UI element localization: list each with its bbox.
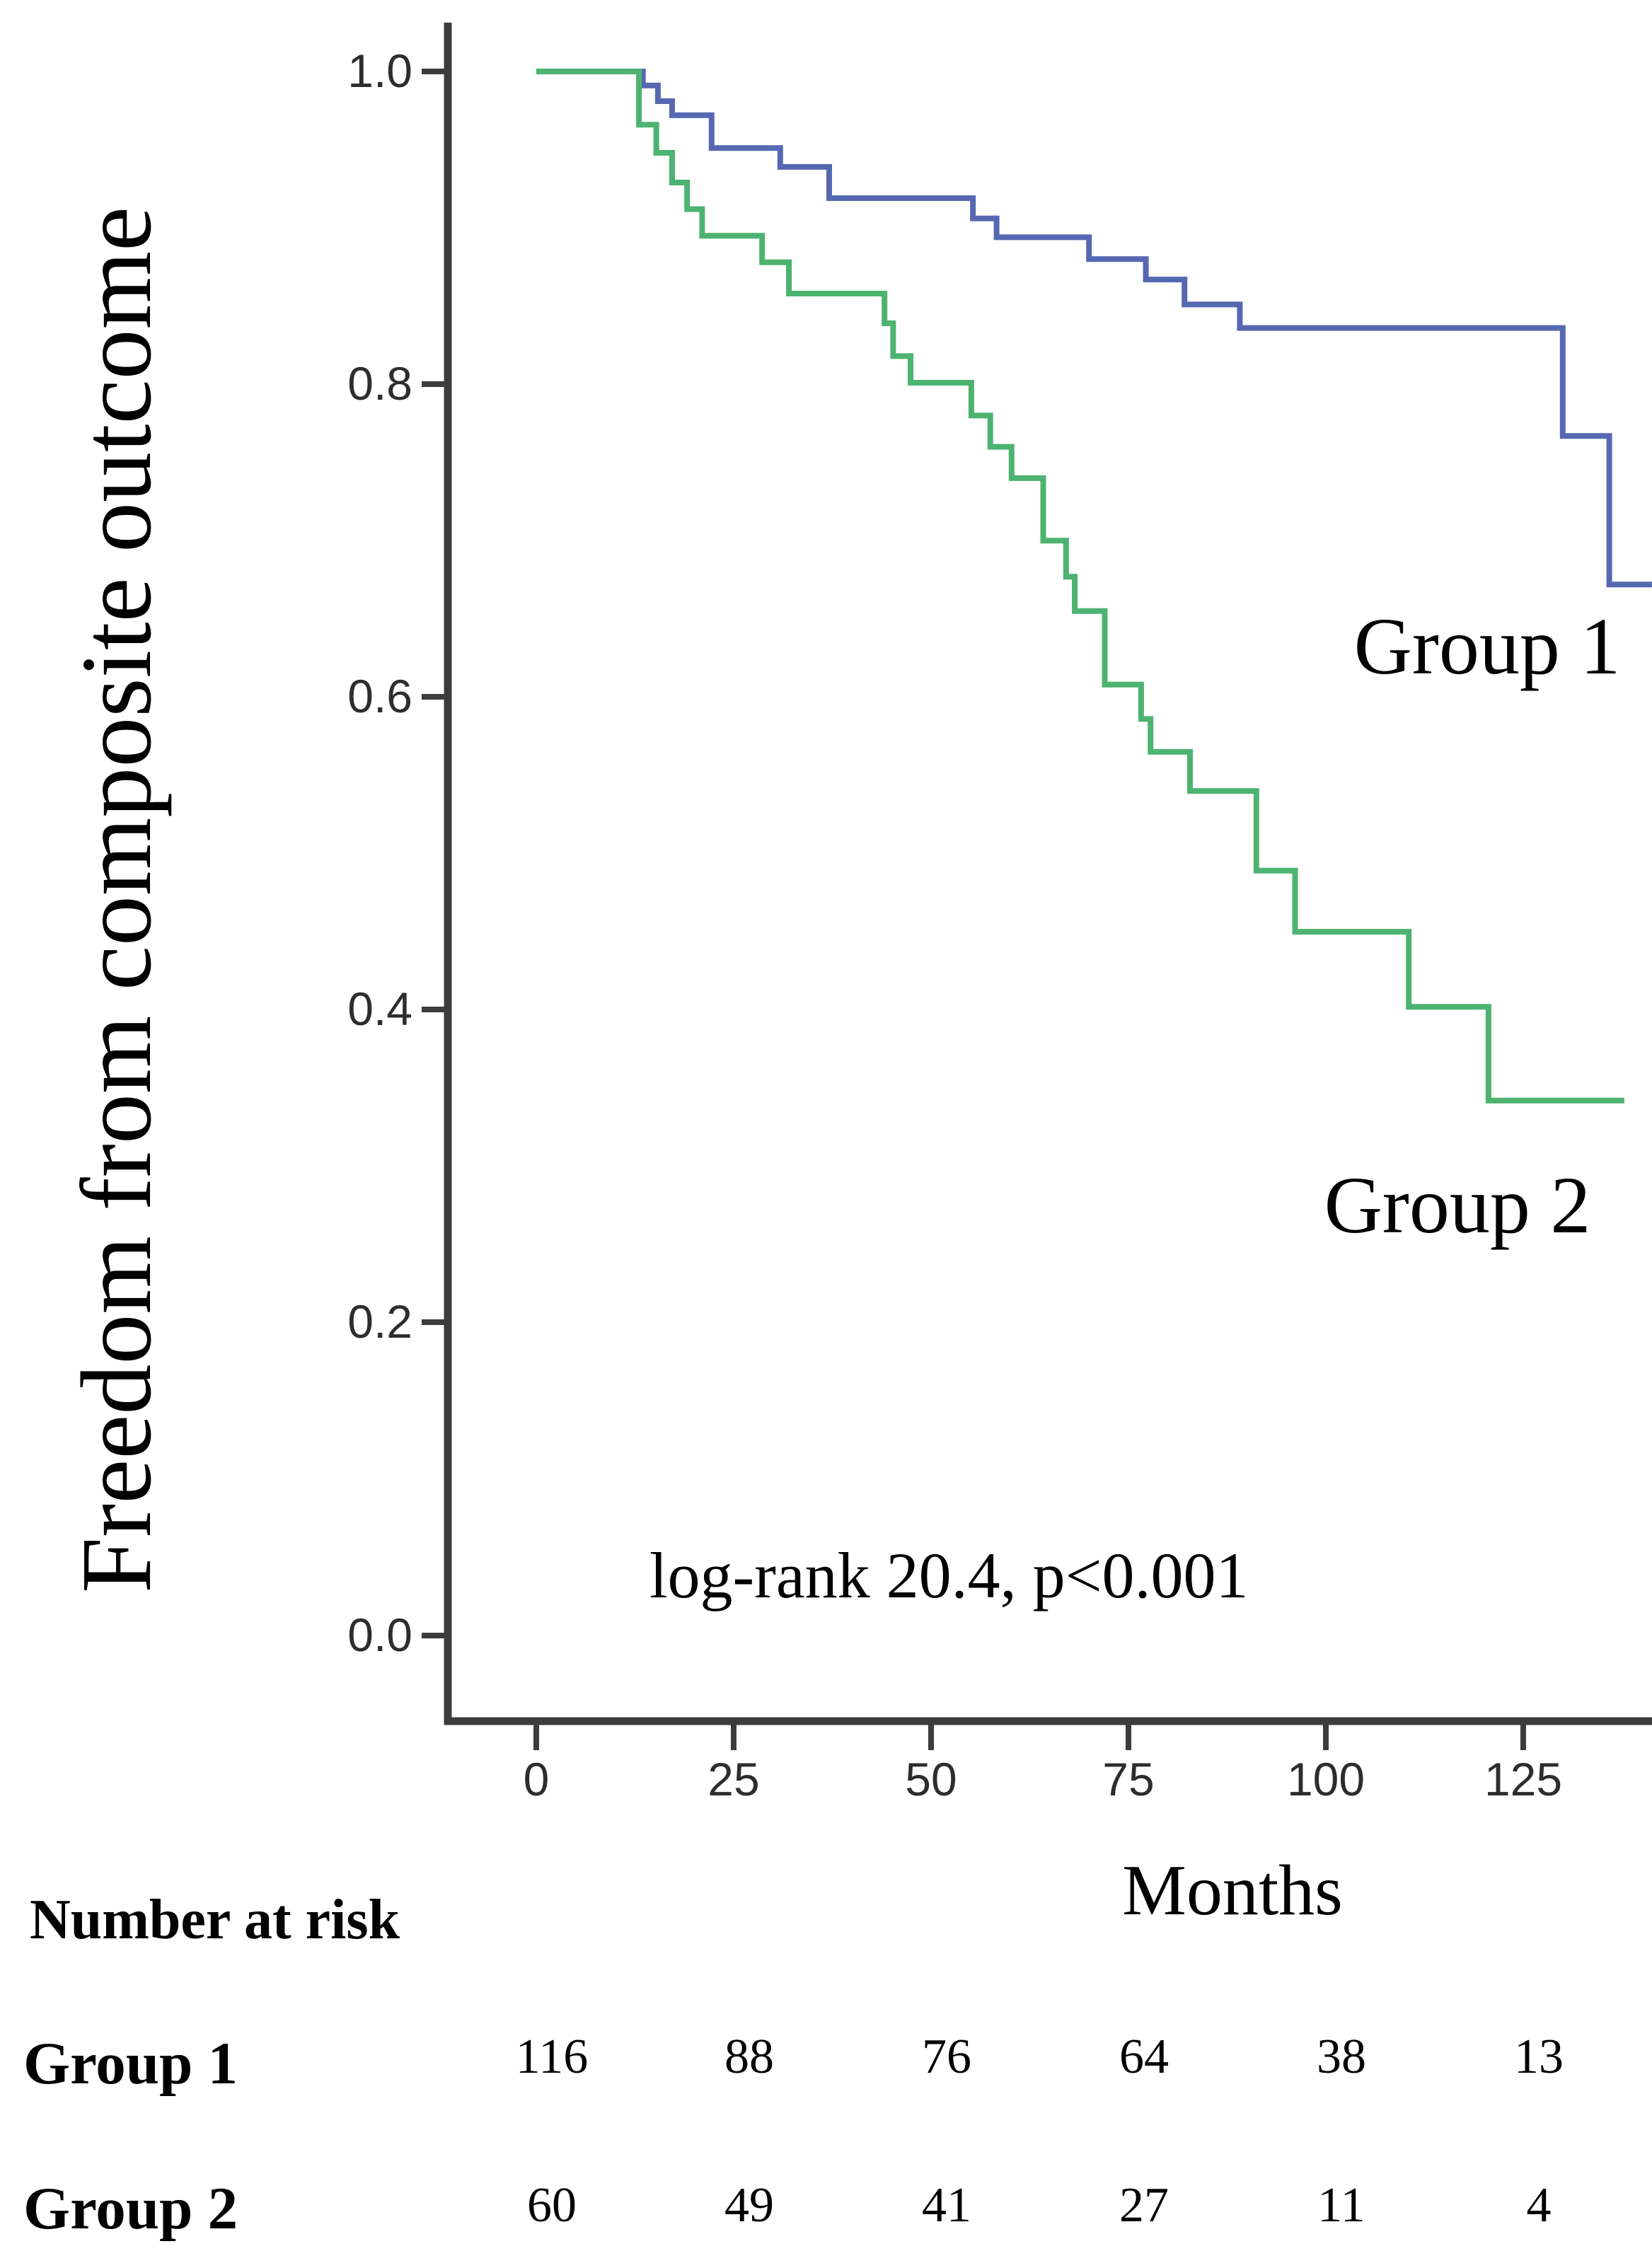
y-tick-label-0.8: 0.8 (347, 357, 412, 410)
group2-curve (536, 69, 1624, 1104)
y-tick-label-0.4: 0.4 (347, 983, 412, 1035)
x-tick-label-100: 100 (1287, 1753, 1365, 1805)
risk-g2-t100: 11 (1317, 2178, 1365, 2233)
risk-g2-t125: 4 (1527, 2178, 1552, 2233)
x-tick-label-0: 0 (524, 1753, 550, 1805)
x-axis-title: Months (1122, 1851, 1343, 1931)
group1-curve (536, 69, 1652, 588)
risk-row-label-group1: Group 1 (23, 2030, 238, 2097)
risk-g2-t75: 27 (1119, 2178, 1169, 2233)
x-tick-label-125: 125 (1484, 1753, 1562, 1805)
y-axis-title: Freedom from composite outcome (60, 207, 172, 1593)
y-tick-label-1.0: 1.0 (347, 45, 412, 97)
log-rank-annotation: log-rank 20.4, p<0.001 (649, 1539, 1249, 1611)
risk-g1-t50: 76 (922, 2030, 971, 2084)
x-tick-label-75: 75 (1102, 1753, 1154, 1805)
risk-g2-t0: 60 (527, 2178, 577, 2233)
group1-curve-label: Group 1 (1354, 601, 1621, 691)
x-tick-label-50: 50 (905, 1753, 957, 1805)
risk-g2-t25: 49 (724, 2178, 774, 2233)
y-tick-label-0.6: 0.6 (347, 670, 412, 722)
risk-g1-t125: 13 (1514, 2030, 1564, 2084)
risk-g2-t50: 41 (922, 2178, 971, 2233)
group2-curve-label: Group 2 (1324, 1160, 1591, 1250)
risk-g1-t100: 38 (1317, 2030, 1366, 2084)
x-tick-label-25: 25 (707, 1753, 759, 1805)
y-tick-label-0.0: 0.0 (347, 1609, 412, 1661)
risk-row-label-group2: Group 2 (23, 2175, 238, 2242)
risk-g1-t25: 88 (724, 2030, 774, 2084)
risk-g1-t75: 64 (1119, 2030, 1169, 2084)
y-tick-label-0.2: 0.2 (347, 1295, 412, 1348)
number-at-risk-header: Number at risk (30, 1889, 400, 1951)
risk-g1-t0: 116 (516, 2030, 588, 2084)
